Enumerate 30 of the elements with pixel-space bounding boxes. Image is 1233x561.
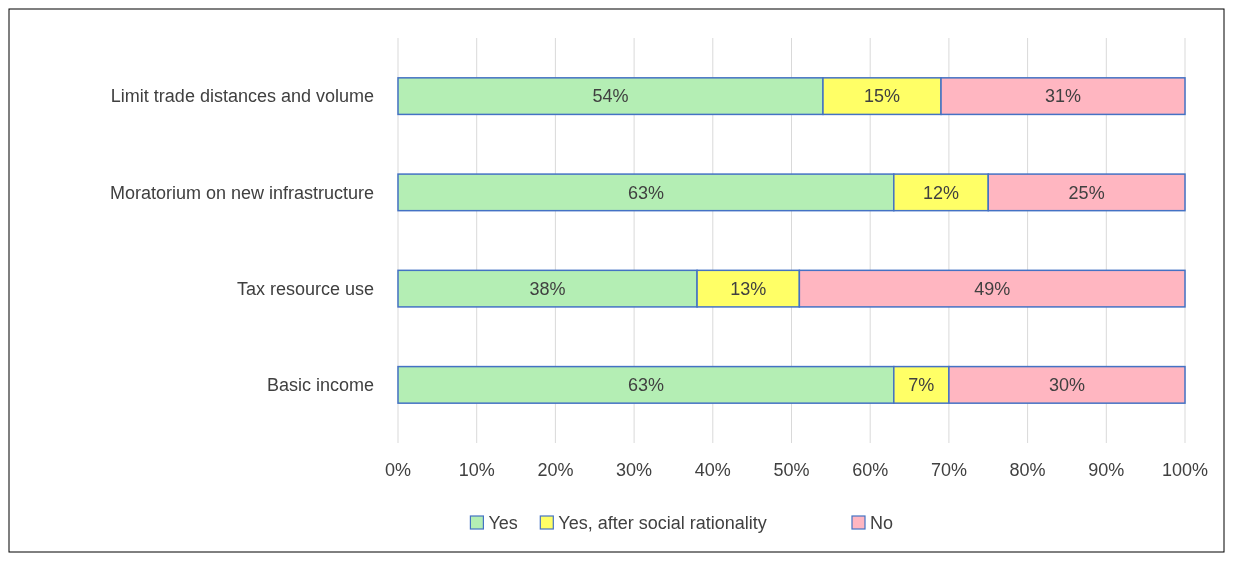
data-label: 38% (529, 278, 566, 299)
x-tick-label: 90% (1088, 460, 1125, 480)
y-tick-label: Moratorium on new infrastructure (109, 182, 374, 203)
data-label: 15% (863, 86, 901, 107)
x-tick-label: 20% (537, 460, 574, 480)
data-label: 13% (730, 278, 767, 299)
x-tick-label: 100% (1161, 460, 1209, 480)
x-tick-label: 40% (694, 460, 731, 480)
legend-label: Yes (488, 513, 518, 534)
x-tick-label: 80% (1009, 460, 1046, 480)
data-label: 30% (1048, 375, 1085, 396)
x-tick-label: 0% (384, 460, 412, 480)
x-tick-label: 60% (852, 460, 889, 480)
legend-label: Yes, after social rationality (558, 513, 767, 534)
data-label: 12% (923, 182, 960, 203)
x-tick-label: 50% (773, 460, 810, 480)
x-tick-label: 10% (458, 460, 495, 480)
y-tick-label: Basic income (266, 375, 374, 396)
data-label: 7% (908, 375, 935, 396)
x-tick-label: 70% (930, 460, 967, 480)
legend-label: No (870, 513, 894, 534)
data-label: 31% (1045, 86, 1082, 107)
data-label: 25% (1068, 182, 1105, 203)
data-label: 54% (592, 86, 629, 107)
data-label: 63% (627, 375, 664, 396)
data-label: 63% (627, 182, 664, 203)
data-label: 49% (974, 278, 1011, 299)
x-tick-label: 30% (616, 460, 653, 480)
y-tick-label: Limit trade distances and volume (110, 86, 374, 107)
y-tick-label: Tax resource use (236, 278, 374, 299)
